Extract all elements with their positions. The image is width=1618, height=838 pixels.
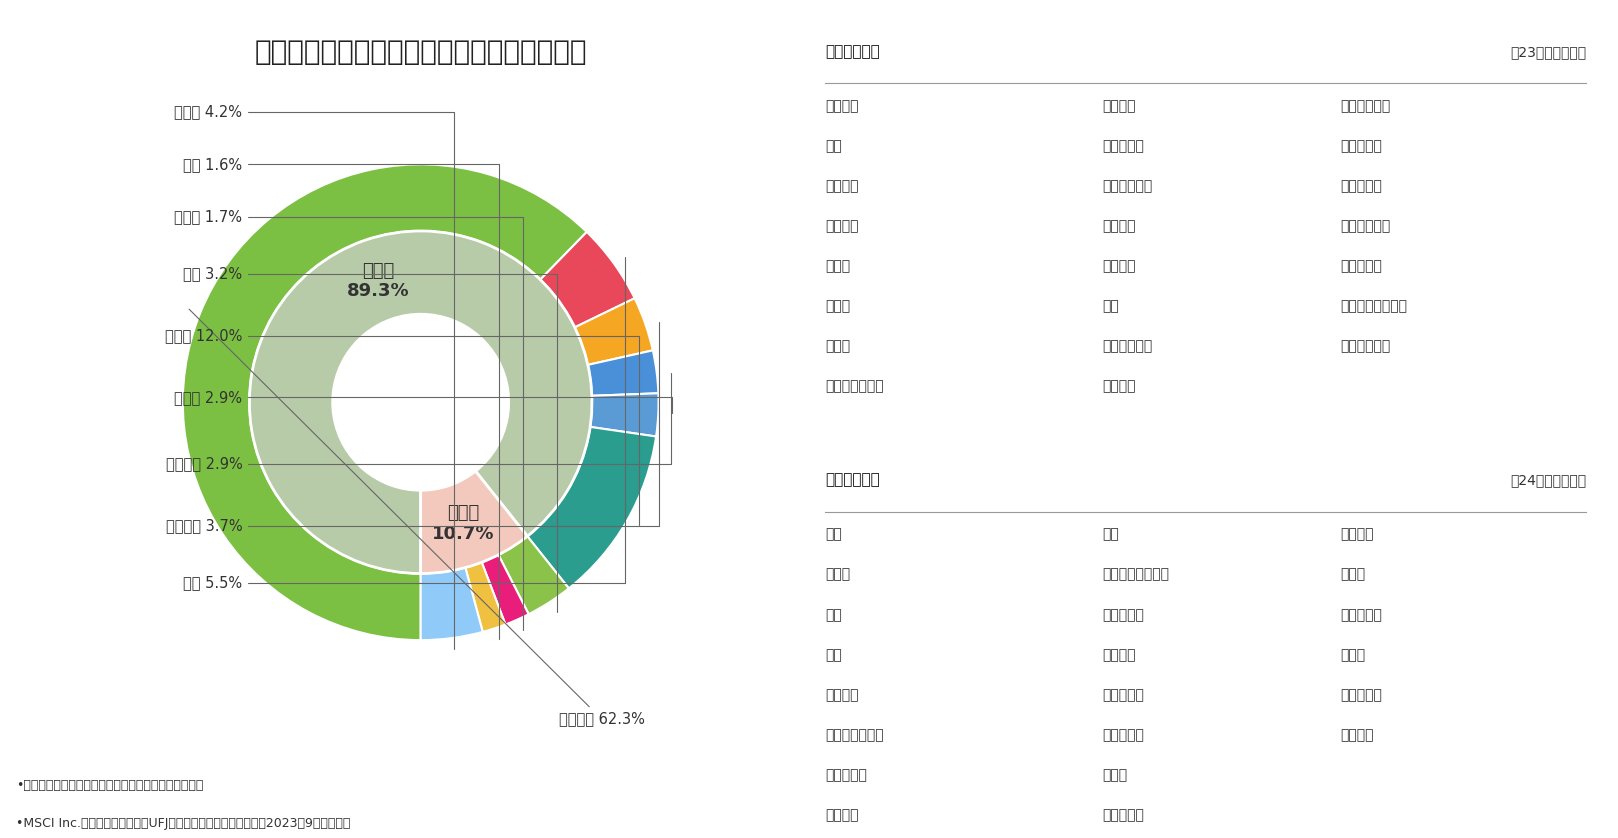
Text: ベルギー: ベルギー (1102, 380, 1136, 394)
Text: アラブ首長国連邦: アラブ首長国連邦 (1102, 567, 1170, 582)
Text: インド 1.7%: インド 1.7% (175, 210, 523, 630)
Wedge shape (421, 567, 482, 640)
Wedge shape (421, 471, 527, 573)
Text: タイ: タイ (1102, 528, 1120, 541)
Text: トルコ: トルコ (1102, 768, 1128, 782)
Text: フィリピン: フィリピン (1102, 808, 1144, 822)
Text: オーストリア: オーストリア (1340, 339, 1390, 354)
Text: •表示桁未満の数値がある場合、四捨五入しています。: •表示桁未満の数値がある場合、四捨五入しています。 (16, 779, 204, 792)
Wedge shape (587, 350, 659, 396)
Text: イギリス: イギリス (825, 179, 859, 193)
Text: 新兴国
10.7%: 新兴国 10.7% (432, 504, 495, 543)
Text: 台湾 1.6%: 台湾 1.6% (183, 157, 498, 639)
Text: チェコ: チェコ (1340, 648, 1366, 662)
Text: 南アフリカ: 南アフリカ (825, 768, 867, 782)
Text: •MSCI Inc.のデータを基に三菱UFJアセットマネジメント作成（2023年9月末現在）: •MSCI Inc.のデータを基に三菱UFJアセットマネジメント作成（2023年… (16, 817, 351, 830)
Text: 台湾: 台湾 (825, 608, 841, 622)
Text: 新興国・地域: 新興国・地域 (825, 473, 880, 488)
Wedge shape (574, 298, 652, 365)
Text: その他 12.0%: その他 12.0% (165, 328, 639, 525)
Text: マレーシア: マレーシア (1102, 608, 1144, 622)
Wedge shape (540, 232, 634, 328)
Text: イギリス 3.7%: イギリス 3.7% (165, 322, 659, 534)
Text: ペルー: ペルー (1340, 567, 1366, 582)
Text: ギリシャ: ギリシャ (1340, 528, 1374, 541)
Text: アメリカ: アメリカ (825, 99, 859, 113)
Wedge shape (466, 562, 505, 632)
Wedge shape (527, 427, 655, 588)
Text: コロンビア: コロンビア (1340, 688, 1382, 702)
Text: ニュージーランド: ニュージーランド (1340, 299, 1408, 313)
Text: カナダ 2.9%: カナダ 2.9% (175, 390, 673, 413)
Text: サウジアラビア: サウジアラビア (825, 728, 883, 742)
Text: デンマーク: デンマーク (1102, 139, 1144, 153)
Text: （23ヵ国・地域）: （23ヵ国・地域） (1510, 45, 1586, 59)
Text: 香港: 香港 (1102, 299, 1120, 313)
Text: 中国: 中国 (825, 528, 841, 541)
Text: 先進国
89.3%: 先進国 89.3% (346, 261, 409, 300)
Wedge shape (482, 555, 529, 624)
Text: フランス: フランス (825, 220, 859, 233)
Text: イタリア: イタリア (1102, 259, 1136, 273)
Text: オーストラリア: オーストラリア (825, 380, 883, 394)
Text: （24ヵ国・地域）: （24ヵ国・地域） (1510, 473, 1586, 488)
Wedge shape (249, 231, 592, 573)
Wedge shape (183, 164, 587, 640)
Circle shape (333, 314, 508, 490)
Text: カナダ: カナダ (825, 259, 849, 273)
Text: ノルウェー: ノルウェー (1340, 139, 1382, 153)
Text: オランダ: オランダ (1102, 99, 1136, 113)
Text: クウェート: クウェート (1102, 688, 1144, 702)
Text: ポーランド: ポーランド (1102, 728, 1144, 742)
Text: ドイツ: ドイツ (825, 339, 849, 354)
Text: ハンガリー: ハンガリー (1340, 608, 1382, 622)
Text: スウェーデン: スウェーデン (1102, 179, 1152, 193)
Text: 先進国・地域: 先進国・地域 (825, 44, 880, 59)
Text: スペイン: スペイン (1102, 220, 1136, 233)
Text: ポルトガル: ポルトガル (1340, 259, 1382, 273)
Text: インド: インド (825, 567, 849, 582)
Text: その他 4.2%: その他 4.2% (175, 105, 455, 649)
Text: イスラエル: イスラエル (1340, 179, 1382, 193)
Text: 日本 5.5%: 日本 5.5% (183, 257, 625, 591)
Wedge shape (591, 393, 659, 437)
Wedge shape (498, 536, 570, 614)
Text: 中国 3.2%: 中国 3.2% (183, 266, 557, 612)
Text: フィンランド: フィンランド (1340, 99, 1390, 113)
Text: ブラジル: ブラジル (825, 688, 859, 702)
Text: フランス 2.9%: フランス 2.9% (165, 373, 671, 472)
Text: アメリカ 62.3%: アメリカ 62.3% (189, 309, 644, 727)
Text: スイス: スイス (825, 299, 849, 313)
Text: 日本: 日本 (825, 139, 841, 153)
Text: シンガポール: シンガポール (1102, 339, 1152, 354)
Text: アイルランド: アイルランド (1340, 220, 1390, 233)
Text: エジプト: エジプト (1340, 728, 1374, 742)
Text: 韓国: 韓国 (825, 648, 841, 662)
Text: カタール: カタール (1102, 648, 1136, 662)
Text: メキシコ: メキシコ (825, 808, 859, 822)
Text: ＜対象インデックスの国・地域別構成比率＞: ＜対象インデックスの国・地域別構成比率＞ (254, 38, 587, 65)
